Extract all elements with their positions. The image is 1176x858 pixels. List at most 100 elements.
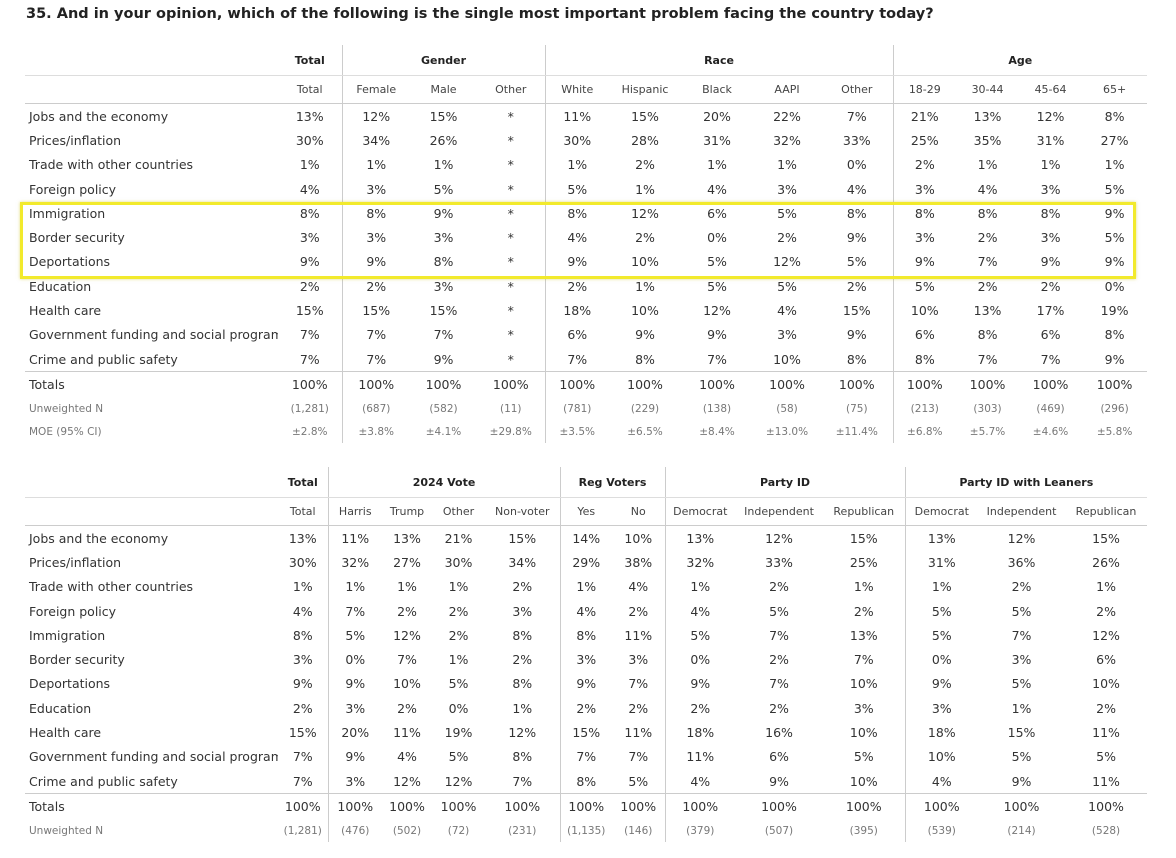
data-row: Foreign policy 4% 7% 2% 2% 3% 4% 2% 4% 5% 2% 5% 5% 2% [25,598,1147,624]
cell: 1% [904,574,979,599]
cell: 8% [1104,108,1125,124]
group-header-row: Total Gender Race Age [25,45,1148,76]
cell: (58) [776,402,798,415]
cell: 7% [769,627,789,643]
cell: 4% [544,225,609,250]
cell: 8% [559,768,613,794]
cell: 33% [842,132,871,148]
cell: * [507,157,514,173]
cell: 7% [299,327,320,343]
cell: 9% [846,327,867,343]
cell: (213) [892,397,957,421]
cell: 1% [433,157,454,173]
cell: 5% [448,749,469,765]
group-header: Reg Voters [559,467,666,498]
cell: 9% [635,327,655,343]
cell: 6% [892,322,957,347]
cell: 7% [292,773,313,789]
cell: 5% [448,676,469,692]
cell: 33% [765,554,793,570]
cell: 15% [288,725,317,741]
summary-row: Unweighted N (1,281) (687) (582) (11) (781) (2… [25,397,1147,421]
cell: 26% [1092,554,1120,570]
cell: 5% [853,749,874,765]
table-head: Total Gender Race Age Total Female Male Other Wh… [25,45,1148,104]
cell: 8% [892,346,957,372]
cell: 2% [777,230,797,246]
cell: 31% [703,132,731,148]
cell: 13% [849,627,878,643]
column-header: Independent [735,497,824,526]
cell: (379) [664,819,736,843]
cell: (296) [1100,402,1129,415]
cell: 9% [433,351,454,367]
cell: 5% [1011,603,1032,619]
cell: 2% [846,278,867,294]
column-header: Harris [327,497,382,526]
cell: 7% [628,676,649,692]
cell: 3% [777,181,797,197]
cell: 8% [846,205,867,221]
cell: 5% [433,181,454,197]
cell: 9% [664,671,736,697]
column-header: 30-44 [956,75,1020,104]
row-label: Health care [29,725,102,741]
cell: 3% [433,278,454,294]
cell: 4% [299,181,320,197]
cell: 2% [635,157,655,173]
cell: 5% [628,773,649,789]
cell: 7% [1040,351,1061,367]
row-label: Immigration [29,205,106,221]
cell: 1% [707,157,727,173]
group-header: Party ID [664,467,906,498]
row-label: Totals [25,793,278,820]
cell: 12% [341,103,410,129]
cell: (146) [624,824,653,837]
cell: 7% [544,346,609,372]
cell: 7% [1011,627,1032,643]
cell: ±29.8% [489,425,532,438]
cell: 5% [892,274,957,299]
cell: 1% [1104,157,1125,173]
row-label: Crime and public safety [29,351,178,367]
cell: 1% [1011,700,1032,716]
column-header: Total [278,497,328,526]
cell: 3% [1040,181,1061,197]
cell: 2% [769,579,789,595]
row-label: Unweighted N [29,824,104,837]
row-label: Deportations [29,676,111,692]
cell: 7% [853,652,874,668]
cell: 2% [397,603,417,619]
cell: 100% [1065,793,1148,820]
cell: 0% [846,157,867,173]
cell: 34% [508,554,537,570]
cell: 12% [393,627,421,643]
group-header: Age [892,45,1148,76]
cell: 5% [904,598,979,624]
cell: ±11.4% [835,425,878,438]
cell: 100% [735,793,824,820]
cell: * [507,278,514,294]
cell: (502) [392,824,422,837]
cell: (395) [849,824,878,837]
row-label: Crime and public safety [29,773,178,789]
summary-row: Unweighted N (1,281) (476) (502) (72) (231) (1… [25,819,1147,843]
cell: 10% [849,773,878,789]
cell: (72) [447,824,470,837]
column-header: 65+ [1082,75,1148,104]
cell: 11% [393,725,421,741]
group-header-row: Total 2024 Vote Reg Voters Party ID Party ID… [25,467,1148,498]
column-header: Other [477,75,545,104]
cell: 2% [1011,579,1032,595]
cell: 4% [397,749,417,765]
cell: 5% [846,254,867,270]
cell: 100% [559,793,613,820]
cell: 1% [853,579,874,595]
row-label: Border security [29,230,125,246]
cell: 13% [904,525,979,551]
cell: 100% [821,371,894,398]
cell: 9% [559,671,613,697]
cell: 100% [485,793,561,820]
cell: ±6.5% [627,425,663,438]
